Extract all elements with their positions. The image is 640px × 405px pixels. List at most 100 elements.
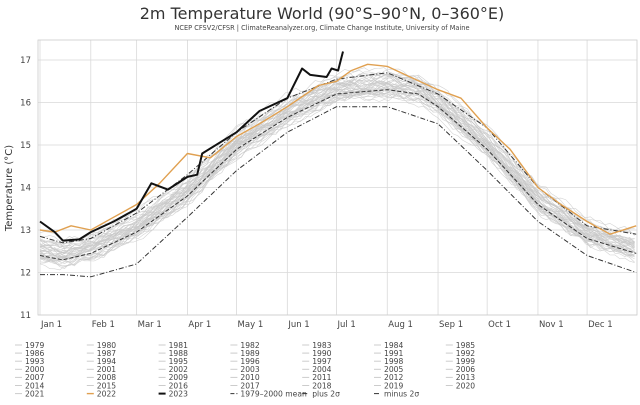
legend-label: 2004 — [312, 365, 331, 374]
legend-item-minus-2-: minus 2σ — [374, 389, 419, 398]
legend-label: 2016 — [169, 381, 188, 390]
legend-item-2019: 2019 — [374, 381, 403, 390]
legend-item-1986: 1986 — [15, 349, 44, 358]
legend-item-1999: 1999 — [445, 357, 475, 366]
legend-item-1991: 1991 — [374, 349, 403, 358]
legend-item-1994: 1994 — [86, 357, 116, 366]
legend-item-2020: 2020 — [445, 381, 475, 390]
series-line-1987 — [39, 83, 635, 260]
legend-item-2022: 2022 — [86, 389, 116, 398]
legend-label: 2001 — [97, 365, 116, 374]
legend-label: 2018 — [312, 381, 331, 390]
legend-label: 1986 — [25, 349, 44, 358]
legend-label: 2005 — [384, 365, 403, 374]
legend-label: 2002 — [169, 365, 188, 374]
legend-label: 1982 — [240, 341, 259, 350]
legend-item-plus-2-: plus 2σ — [302, 389, 340, 398]
y-axis-label: Temperature (°C) — [4, 145, 15, 232]
x-tick-label: Jun 1 — [287, 320, 309, 330]
series-line-1998 — [39, 78, 635, 248]
legend-label: 1991 — [384, 349, 403, 358]
grid — [38, 40, 637, 316]
legend-label: 2017 — [240, 381, 259, 390]
x-tick-label: Jul 1 — [336, 320, 355, 330]
legend-item-2008: 2008 — [86, 373, 116, 382]
series-line-plus-2- — [39, 72, 637, 244]
legend-label: 2014 — [25, 381, 44, 390]
legend-label: 2022 — [97, 389, 116, 398]
legend-label: 2010 — [240, 373, 259, 382]
legend-item-2004: 2004 — [302, 365, 332, 374]
legend-item-2012: 2012 — [374, 373, 403, 382]
legend-label: 1981 — [169, 341, 188, 350]
legend-item-2021: 2021 — [15, 389, 44, 398]
x-tick-label: Dec 1 — [588, 320, 613, 330]
legend-label: 1983 — [312, 341, 331, 350]
legend-item-1985: 1985 — [445, 341, 475, 350]
axis-ticks: 11 12 13 14 15 16 17 Jan 1 Feb 1 Mar 1 Apr 1 May 1 J… — [20, 56, 612, 330]
legend-item-2005: 2005 — [374, 365, 403, 374]
series-line-2016 — [39, 67, 635, 244]
legend-item-1981: 1981 — [158, 341, 188, 350]
legend-label: 1980 — [97, 341, 116, 350]
x-tick-label: Feb 1 — [92, 320, 115, 330]
legend-label: 1992 — [456, 349, 475, 358]
legend-label: 1988 — [169, 349, 188, 358]
legend-label: 1987 — [97, 349, 116, 358]
plot-frame — [37, 39, 638, 316]
legend-item-2017: 2017 — [230, 381, 260, 390]
legend-item-1982: 1982 — [230, 341, 260, 350]
legend-label: 1985 — [456, 341, 475, 350]
legend-label: 2013 — [456, 373, 475, 382]
legend: 1979 1980 1981 1982 1983 1984 1985 1986 1987 1988… — [15, 341, 475, 398]
legend-item-1998: 1998 — [374, 357, 403, 366]
legend-item-2007: 2007 — [15, 373, 44, 382]
legend-item-2001: 2001 — [86, 365, 116, 374]
x-tick-label: Apr 1 — [188, 320, 211, 330]
x-tick-label: Nov 1 — [539, 320, 564, 330]
series-line-2023 — [39, 51, 344, 242]
legend-item-2013: 2013 — [445, 373, 475, 382]
legend-item-2003: 2003 — [230, 365, 260, 374]
x-tick-label: Oct 1 — [488, 320, 511, 330]
legend-label: 1996 — [240, 357, 259, 366]
x-tick-label: Mar 1 — [138, 320, 162, 330]
legend-label: 2019 — [384, 381, 403, 390]
legend-item-2000: 2000 — [15, 365, 44, 374]
series-line-2002 — [39, 76, 635, 255]
legend-item-2016: 2016 — [158, 381, 188, 390]
legend-label: 2003 — [240, 365, 259, 374]
legend-item-1983: 1983 — [302, 341, 332, 350]
legend-label: 1979–2000 mean — [240, 389, 307, 398]
legend-label: 1997 — [312, 357, 331, 366]
legend-label: 2015 — [97, 381, 116, 390]
legend-item-1979-2000-mean: 1979–2000 mean — [230, 389, 307, 398]
legend-label: plus 2σ — [312, 389, 340, 398]
legend-item-2014: 2014 — [15, 381, 44, 390]
legend-label: 1994 — [97, 357, 116, 366]
x-tick-label: Sep 1 — [439, 320, 463, 330]
x-tick-label: Aug 1 — [388, 320, 413, 330]
legend-label: 2008 — [97, 373, 116, 382]
legend-item-2023: 2023 — [158, 389, 188, 398]
legend-item-2006: 2006 — [445, 365, 475, 374]
legend-item-2002: 2002 — [158, 365, 188, 374]
series-line-1979-2000-mean — [39, 89, 637, 261]
series-line-2005 — [39, 74, 635, 253]
y-tick-label: 12 — [20, 269, 31, 279]
legend-item-1990: 1990 — [302, 349, 332, 358]
legend-item-2009: 2009 — [158, 373, 188, 382]
x-tick-label: May 1 — [238, 320, 264, 330]
series-line-minus-2- — [40, 106, 637, 278]
y-tick-label: 13 — [20, 226, 31, 236]
legend-item-1979: 1979 — [15, 341, 44, 350]
series-line-2010 — [39, 73, 635, 251]
legend-item-2015: 2015 — [86, 381, 116, 390]
y-tick-label: 17 — [20, 56, 31, 66]
chart-title: 2m Temperature World (90°S–90°N, 0–360°E… — [140, 4, 505, 23]
legend-label: 2009 — [169, 373, 188, 382]
series-line-2020 — [39, 69, 635, 245]
legend-item-1989: 1989 — [230, 349, 260, 358]
legend-label: 2007 — [25, 373, 44, 382]
legend-label: 2020 — [456, 381, 475, 390]
